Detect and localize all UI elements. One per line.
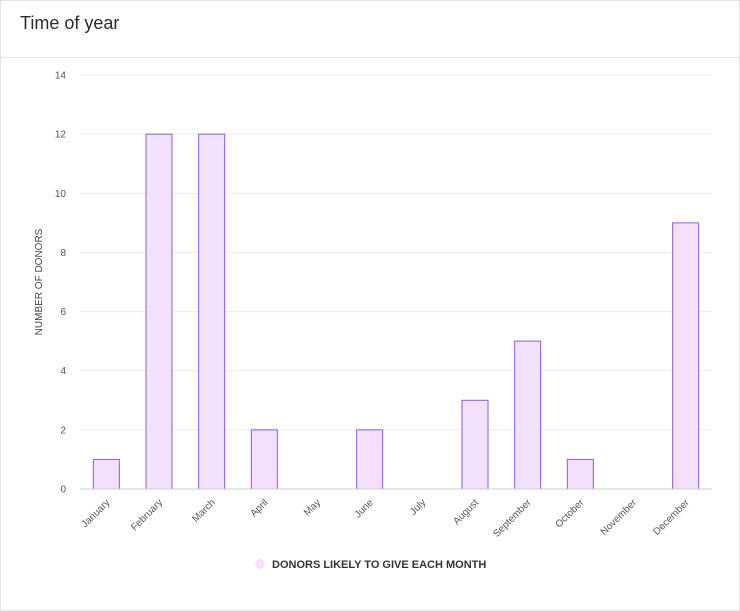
x-tick-label: February [129,497,165,533]
grid-lines [80,74,712,431]
card-title: Time of year [20,13,120,33]
bar-september[interactable] [514,340,542,490]
x-tick-label: January [80,497,113,530]
x-tick-label: October [554,497,587,530]
y-tick-label: 12 [55,130,67,141]
bar-december[interactable] [672,222,700,490]
y-tick-label: 10 [55,189,67,200]
x-axis-ticks: January February March April May June July Augu… [80,497,693,540]
card-header: Time of year [1,1,739,58]
bars [92,133,700,490]
y-tick-label: 8 [60,248,66,259]
x-tick-label: December [651,497,692,538]
legend[interactable]: DONORS LIKELY TO GIVE EACH MONTH [255,559,486,571]
bar-august[interactable] [461,399,489,490]
bar-october[interactable] [566,458,594,490]
x-tick-label: June [353,497,376,520]
y-tick-label: 14 [55,71,67,82]
bar-january[interactable] [92,458,120,490]
x-tick-label: May [302,497,323,518]
x-tick-label: April [249,497,271,519]
x-tick-label: September [491,497,534,540]
y-axis-ticks: 0 2 4 6 8 10 12 14 [55,71,67,496]
y-tick-label: 6 [60,307,66,318]
bar-april[interactable] [250,429,278,490]
x-tick-label: July [408,497,428,517]
y-tick-label: 4 [60,366,66,377]
x-tick-label: November [599,497,640,538]
y-axis-title: NUMBER OF DONORS [34,228,45,335]
bar-march[interactable] [198,133,226,490]
y-tick-label: 0 [60,485,66,496]
legend-swatch [255,559,265,569]
x-tick-label: August [451,497,481,527]
legend-label: DONORS LIKELY TO GIVE EACH MONTH [272,559,486,571]
x-tick-label: March [190,497,217,524]
y-tick-label: 2 [60,425,66,436]
bar-june[interactable] [356,429,384,490]
bar-february[interactable] [145,133,173,490]
